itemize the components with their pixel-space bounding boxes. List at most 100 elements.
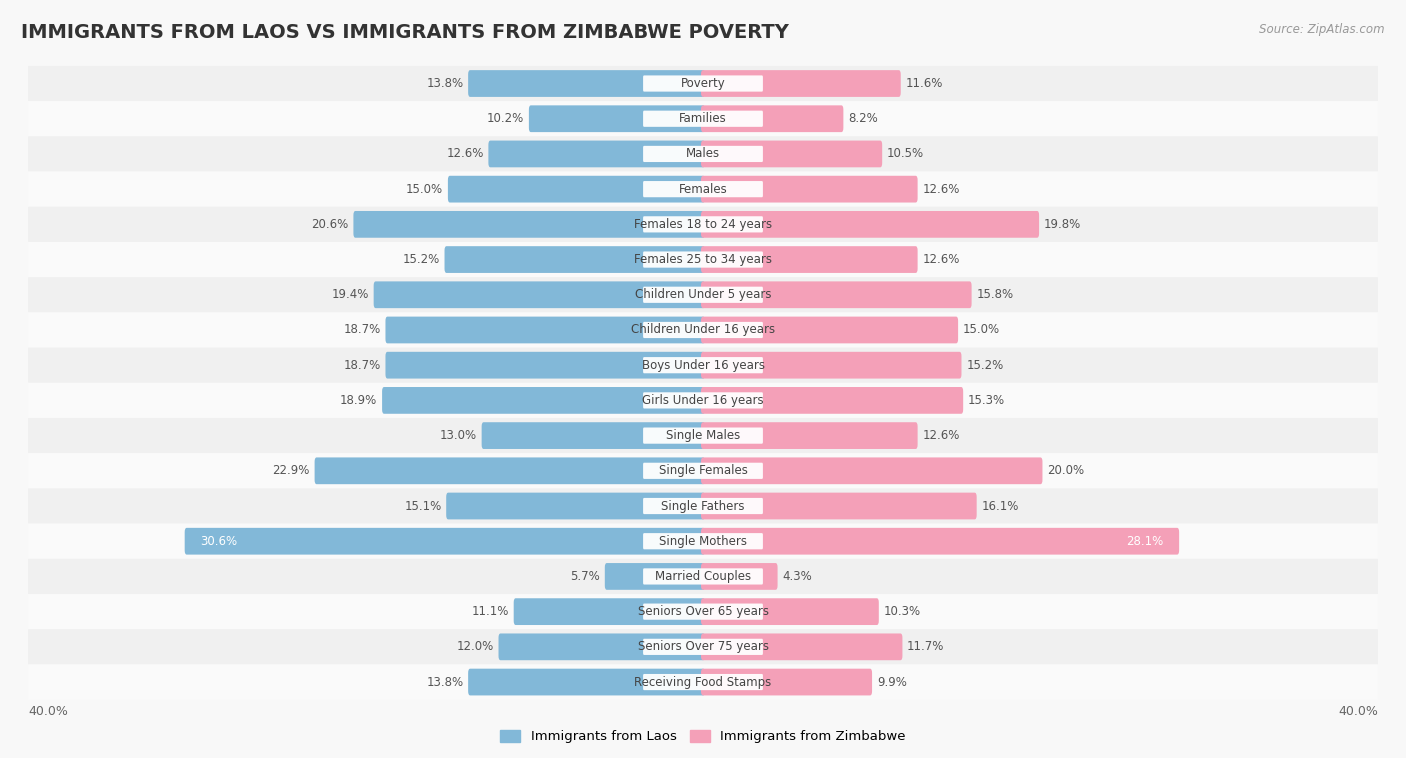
FancyBboxPatch shape bbox=[374, 281, 704, 309]
Text: Receiving Food Stamps: Receiving Food Stamps bbox=[634, 675, 772, 688]
FancyBboxPatch shape bbox=[702, 140, 882, 168]
FancyBboxPatch shape bbox=[468, 70, 704, 97]
Text: Children Under 5 years: Children Under 5 years bbox=[634, 288, 772, 301]
FancyBboxPatch shape bbox=[702, 211, 1039, 238]
Text: 10.2%: 10.2% bbox=[486, 112, 524, 125]
Text: 10.3%: 10.3% bbox=[883, 605, 921, 618]
Text: Seniors Over 65 years: Seniors Over 65 years bbox=[637, 605, 769, 618]
FancyBboxPatch shape bbox=[702, 634, 903, 660]
FancyBboxPatch shape bbox=[702, 246, 918, 273]
FancyBboxPatch shape bbox=[702, 669, 872, 695]
FancyBboxPatch shape bbox=[643, 322, 763, 338]
FancyBboxPatch shape bbox=[702, 387, 963, 414]
FancyBboxPatch shape bbox=[28, 488, 1378, 524]
FancyBboxPatch shape bbox=[184, 528, 704, 555]
Text: Single Females: Single Females bbox=[658, 465, 748, 478]
FancyBboxPatch shape bbox=[643, 462, 763, 479]
FancyBboxPatch shape bbox=[702, 176, 918, 202]
FancyBboxPatch shape bbox=[643, 674, 763, 690]
FancyBboxPatch shape bbox=[385, 317, 704, 343]
Legend: Immigrants from Laos, Immigrants from Zimbabwe: Immigrants from Laos, Immigrants from Zi… bbox=[501, 730, 905, 744]
Text: Females 18 to 24 years: Females 18 to 24 years bbox=[634, 218, 772, 231]
FancyBboxPatch shape bbox=[385, 352, 704, 378]
Text: 4.3%: 4.3% bbox=[782, 570, 813, 583]
Text: 12.6%: 12.6% bbox=[922, 183, 960, 196]
FancyBboxPatch shape bbox=[702, 563, 778, 590]
FancyBboxPatch shape bbox=[28, 242, 1378, 277]
Text: 11.6%: 11.6% bbox=[905, 77, 943, 90]
FancyBboxPatch shape bbox=[28, 629, 1378, 665]
Text: 11.1%: 11.1% bbox=[471, 605, 509, 618]
FancyBboxPatch shape bbox=[28, 312, 1378, 348]
FancyBboxPatch shape bbox=[702, 528, 1180, 555]
Text: Males: Males bbox=[686, 148, 720, 161]
FancyBboxPatch shape bbox=[605, 563, 704, 590]
FancyBboxPatch shape bbox=[702, 317, 957, 343]
FancyBboxPatch shape bbox=[702, 493, 977, 519]
FancyBboxPatch shape bbox=[643, 639, 763, 655]
FancyBboxPatch shape bbox=[446, 493, 704, 519]
FancyBboxPatch shape bbox=[28, 101, 1378, 136]
FancyBboxPatch shape bbox=[353, 211, 704, 238]
Text: 13.8%: 13.8% bbox=[426, 77, 464, 90]
Text: 10.5%: 10.5% bbox=[887, 148, 924, 161]
FancyBboxPatch shape bbox=[643, 76, 763, 92]
Text: Single Fathers: Single Fathers bbox=[661, 500, 745, 512]
FancyBboxPatch shape bbox=[28, 207, 1378, 242]
FancyBboxPatch shape bbox=[643, 533, 763, 550]
Text: 19.4%: 19.4% bbox=[332, 288, 368, 301]
FancyBboxPatch shape bbox=[444, 246, 704, 273]
FancyBboxPatch shape bbox=[28, 66, 1378, 101]
FancyBboxPatch shape bbox=[702, 70, 901, 97]
FancyBboxPatch shape bbox=[643, 568, 763, 584]
FancyBboxPatch shape bbox=[315, 457, 704, 484]
Text: 40.0%: 40.0% bbox=[28, 705, 67, 718]
Text: Children Under 16 years: Children Under 16 years bbox=[631, 324, 775, 337]
Text: 15.8%: 15.8% bbox=[976, 288, 1014, 301]
FancyBboxPatch shape bbox=[702, 457, 1042, 484]
FancyBboxPatch shape bbox=[28, 594, 1378, 629]
Text: 19.8%: 19.8% bbox=[1043, 218, 1081, 231]
Text: Single Males: Single Males bbox=[666, 429, 740, 442]
Text: Females: Females bbox=[679, 183, 727, 196]
Text: Boys Under 16 years: Boys Under 16 years bbox=[641, 359, 765, 371]
FancyBboxPatch shape bbox=[643, 146, 763, 162]
Text: 12.6%: 12.6% bbox=[446, 148, 484, 161]
FancyBboxPatch shape bbox=[468, 669, 704, 695]
Text: 15.2%: 15.2% bbox=[966, 359, 1004, 371]
FancyBboxPatch shape bbox=[643, 181, 763, 197]
Text: 28.1%: 28.1% bbox=[1126, 534, 1164, 548]
Text: Families: Families bbox=[679, 112, 727, 125]
Text: Girls Under 16 years: Girls Under 16 years bbox=[643, 394, 763, 407]
Text: 11.7%: 11.7% bbox=[907, 641, 945, 653]
FancyBboxPatch shape bbox=[702, 422, 918, 449]
FancyBboxPatch shape bbox=[28, 277, 1378, 312]
FancyBboxPatch shape bbox=[643, 498, 763, 514]
FancyBboxPatch shape bbox=[643, 216, 763, 233]
FancyBboxPatch shape bbox=[28, 524, 1378, 559]
FancyBboxPatch shape bbox=[449, 176, 704, 202]
Text: 15.2%: 15.2% bbox=[402, 253, 440, 266]
FancyBboxPatch shape bbox=[28, 136, 1378, 171]
Text: IMMIGRANTS FROM LAOS VS IMMIGRANTS FROM ZIMBABWE POVERTY: IMMIGRANTS FROM LAOS VS IMMIGRANTS FROM … bbox=[21, 23, 789, 42]
Text: 18.7%: 18.7% bbox=[343, 324, 381, 337]
FancyBboxPatch shape bbox=[643, 252, 763, 268]
Text: 20.6%: 20.6% bbox=[312, 218, 349, 231]
FancyBboxPatch shape bbox=[28, 418, 1378, 453]
FancyBboxPatch shape bbox=[702, 352, 962, 378]
Text: 18.7%: 18.7% bbox=[343, 359, 381, 371]
Text: 15.0%: 15.0% bbox=[406, 183, 443, 196]
FancyBboxPatch shape bbox=[499, 634, 704, 660]
Text: 40.0%: 40.0% bbox=[1339, 705, 1378, 718]
Text: Females 25 to 34 years: Females 25 to 34 years bbox=[634, 253, 772, 266]
Text: 15.3%: 15.3% bbox=[967, 394, 1005, 407]
FancyBboxPatch shape bbox=[28, 348, 1378, 383]
FancyBboxPatch shape bbox=[382, 387, 704, 414]
FancyBboxPatch shape bbox=[643, 357, 763, 373]
Text: 5.7%: 5.7% bbox=[571, 570, 600, 583]
FancyBboxPatch shape bbox=[28, 171, 1378, 207]
Text: 15.0%: 15.0% bbox=[963, 324, 1000, 337]
Text: 13.8%: 13.8% bbox=[426, 675, 464, 688]
Text: Married Couples: Married Couples bbox=[655, 570, 751, 583]
FancyBboxPatch shape bbox=[643, 111, 763, 127]
